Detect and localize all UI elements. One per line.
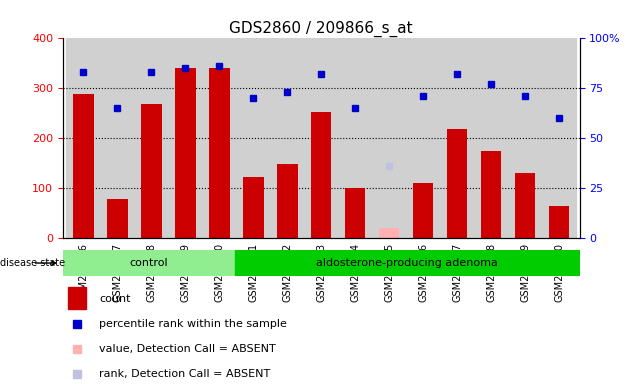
- Bar: [338, 38, 372, 238]
- Text: count: count: [99, 294, 130, 304]
- Bar: [277, 164, 297, 238]
- Bar: [270, 38, 304, 238]
- Text: rank, Detection Call = ABSENT: rank, Detection Call = ABSENT: [99, 369, 270, 379]
- Bar: [202, 38, 236, 238]
- Bar: [66, 38, 100, 238]
- Bar: [304, 38, 338, 238]
- Bar: [100, 38, 134, 238]
- Bar: [168, 38, 202, 238]
- Bar: [209, 68, 229, 238]
- Bar: [243, 177, 263, 238]
- Bar: [372, 38, 406, 238]
- Bar: [141, 104, 161, 238]
- Bar: [413, 183, 433, 238]
- Bar: [440, 38, 474, 238]
- Bar: [345, 188, 365, 238]
- Text: percentile rank within the sample: percentile rank within the sample: [99, 319, 287, 329]
- Bar: [549, 206, 570, 238]
- Bar: [447, 129, 467, 238]
- Bar: [406, 38, 440, 238]
- Bar: [107, 199, 127, 238]
- Bar: [235, 250, 580, 276]
- Text: disease state: disease state: [0, 258, 65, 268]
- Bar: [134, 38, 168, 238]
- Text: control: control: [130, 258, 168, 268]
- Bar: [311, 112, 331, 238]
- Bar: [474, 38, 508, 238]
- Bar: [63, 250, 235, 276]
- Title: GDS2860 / 209866_s_at: GDS2860 / 209866_s_at: [229, 21, 413, 37]
- Bar: [379, 228, 399, 238]
- Bar: [481, 151, 501, 238]
- Text: aldosterone-producing adenoma: aldosterone-producing adenoma: [316, 258, 498, 268]
- Text: value, Detection Call = ABSENT: value, Detection Call = ABSENT: [99, 344, 276, 354]
- Bar: [236, 38, 270, 238]
- Bar: [508, 38, 542, 238]
- Bar: [73, 94, 94, 238]
- Bar: [515, 173, 535, 238]
- Bar: [542, 38, 576, 238]
- Bar: [175, 68, 195, 238]
- Bar: [68, 287, 86, 309]
